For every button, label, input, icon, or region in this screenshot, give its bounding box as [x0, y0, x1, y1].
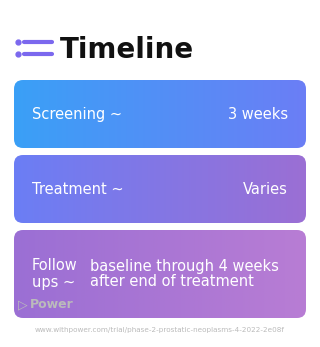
Text: baseline through 4 weeks: baseline through 4 weeks	[90, 259, 279, 273]
FancyBboxPatch shape	[14, 155, 306, 223]
Text: www.withpower.com/trial/phase-2-prostatic-neoplasms-4-2022-2e08f: www.withpower.com/trial/phase-2-prostati…	[35, 327, 285, 333]
Text: Treatment ~: Treatment ~	[32, 181, 124, 196]
Text: ups ~: ups ~	[32, 274, 75, 289]
Text: after end of treatment: after end of treatment	[90, 274, 254, 289]
Text: 3 weeks: 3 weeks	[228, 107, 288, 121]
Text: Screening ~: Screening ~	[32, 107, 122, 121]
FancyBboxPatch shape	[14, 230, 306, 318]
FancyBboxPatch shape	[14, 80, 306, 148]
Text: Follow: Follow	[32, 259, 78, 273]
Text: Varies: Varies	[243, 181, 288, 196]
Text: Power: Power	[30, 298, 74, 312]
Text: ▷: ▷	[18, 298, 28, 312]
Text: Timeline: Timeline	[60, 36, 194, 64]
